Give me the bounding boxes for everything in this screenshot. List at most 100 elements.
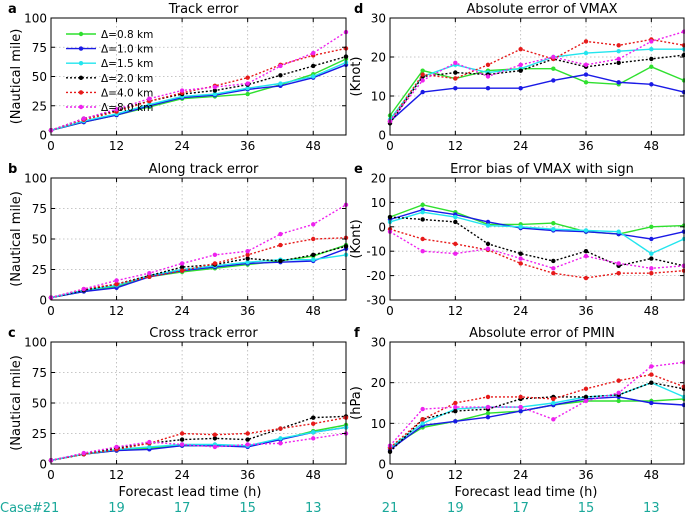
data-point (420, 202, 425, 208)
data-point (453, 70, 458, 75)
x-tick-label: 12 (109, 304, 124, 318)
data-point (278, 242, 283, 248)
data-point (311, 236, 316, 242)
data-point (179, 261, 185, 266)
data-point (518, 394, 523, 400)
legend-label: Δ=1.5 km (101, 58, 153, 70)
series-line-3 (389, 381, 685, 449)
data-point (114, 281, 119, 287)
case-count: 13 (305, 501, 322, 513)
y-tick-label: -20 (366, 269, 386, 283)
data-point (485, 415, 491, 420)
data-point (583, 275, 589, 281)
data-point (311, 63, 316, 69)
data-point (485, 62, 491, 67)
legend-item: Δ=2.0 km (66, 73, 153, 85)
legend-label: Δ=0.8 km (101, 29, 153, 41)
data-point (453, 76, 458, 81)
data-point (649, 380, 654, 385)
data-point (420, 68, 425, 73)
data-point (245, 91, 250, 97)
data-point (616, 229, 621, 234)
data-point (551, 270, 556, 276)
y-tick-label: 25 (32, 427, 47, 441)
y-tick-label: 100 (24, 12, 47, 26)
panel-title: Cross track error (149, 326, 258, 341)
data-point (551, 400, 556, 406)
panel-title: Along track error (149, 162, 259, 177)
data-point (649, 400, 654, 406)
y-tick-label: 75 (32, 366, 47, 380)
x-tick-label: 24 (513, 304, 528, 318)
data-point (453, 219, 458, 225)
series-line-2 (389, 208, 685, 240)
x-tick-label: 24 (513, 468, 528, 482)
data-point (114, 278, 119, 283)
data-point (616, 60, 621, 66)
legend-label: Δ=8.0 km (101, 102, 153, 114)
data-point (278, 231, 283, 237)
data-point (453, 86, 458, 91)
data-point (420, 89, 425, 95)
x-tick-label: 24 (174, 304, 189, 318)
panel-title: Track error (168, 2, 239, 17)
data-point (583, 80, 589, 85)
series-line-6 (50, 31, 347, 131)
panel-label: e (354, 162, 363, 177)
panel-label: b (8, 162, 17, 177)
data-point (453, 404, 458, 410)
data-point (551, 66, 556, 71)
panel-e: 0 12 24 36 48 -30 -20 -10 0 10 20 Error bias of VMA… (349, 162, 685, 318)
data-point (245, 431, 250, 436)
legend-label: Δ=2.0 km (101, 73, 153, 85)
data-point (616, 80, 621, 85)
case-count: 19 (447, 501, 464, 513)
series-line-3 (50, 61, 347, 131)
data-point (485, 219, 491, 225)
data-point (583, 228, 589, 233)
data-point (649, 82, 654, 87)
data-point (453, 241, 458, 247)
x-tick-label: 12 (448, 468, 463, 482)
legend-marker (78, 46, 84, 51)
data-point (453, 400, 458, 406)
series-line-4 (389, 216, 685, 267)
legend-item: Δ=1.0 km (66, 44, 153, 56)
data-point (179, 88, 185, 93)
data-point (147, 96, 152, 101)
x-tick-label: 24 (513, 139, 528, 153)
data-point (649, 224, 654, 229)
data-point (616, 261, 621, 266)
data-point (583, 253, 589, 259)
data-point (485, 410, 491, 416)
panel-label: c (8, 326, 16, 341)
panel-label: f (354, 326, 360, 341)
legend-marker (78, 61, 84, 66)
data-point (453, 60, 458, 66)
data-point (311, 74, 316, 79)
x-tick-label: 12 (448, 139, 463, 153)
legend: Δ=0.8 km Δ=1.0 km Δ=1.5 km Δ=2.0 km Δ=4.0 km… (66, 29, 153, 114)
y-tick-label: 50 (32, 70, 47, 84)
data-point (551, 258, 556, 264)
y-tick-label: 25 (32, 99, 47, 113)
y-tick-label: 0 (39, 294, 47, 308)
x-tick-label: 36 (578, 304, 593, 318)
data-point (311, 421, 316, 426)
legend-label: Δ=4.0 km (101, 87, 153, 99)
data-point (311, 415, 316, 420)
case-count: 19 (108, 501, 125, 513)
y-tick-label: 10 (371, 90, 386, 104)
data-point (485, 394, 491, 400)
data-point (649, 372, 654, 377)
panel-title: Absolute error of VMAX (466, 2, 617, 17)
data-point (245, 86, 250, 91)
legend-label: Δ=1.0 km (101, 44, 153, 56)
y-tick-label: 50 (32, 397, 47, 411)
y-axis-label: (Nautical mile) (9, 191, 24, 287)
data-point (583, 386, 589, 391)
data-point (147, 274, 152, 280)
y-axis-label: (hPa) (349, 386, 364, 420)
y-tick-label: 30 (371, 12, 386, 26)
